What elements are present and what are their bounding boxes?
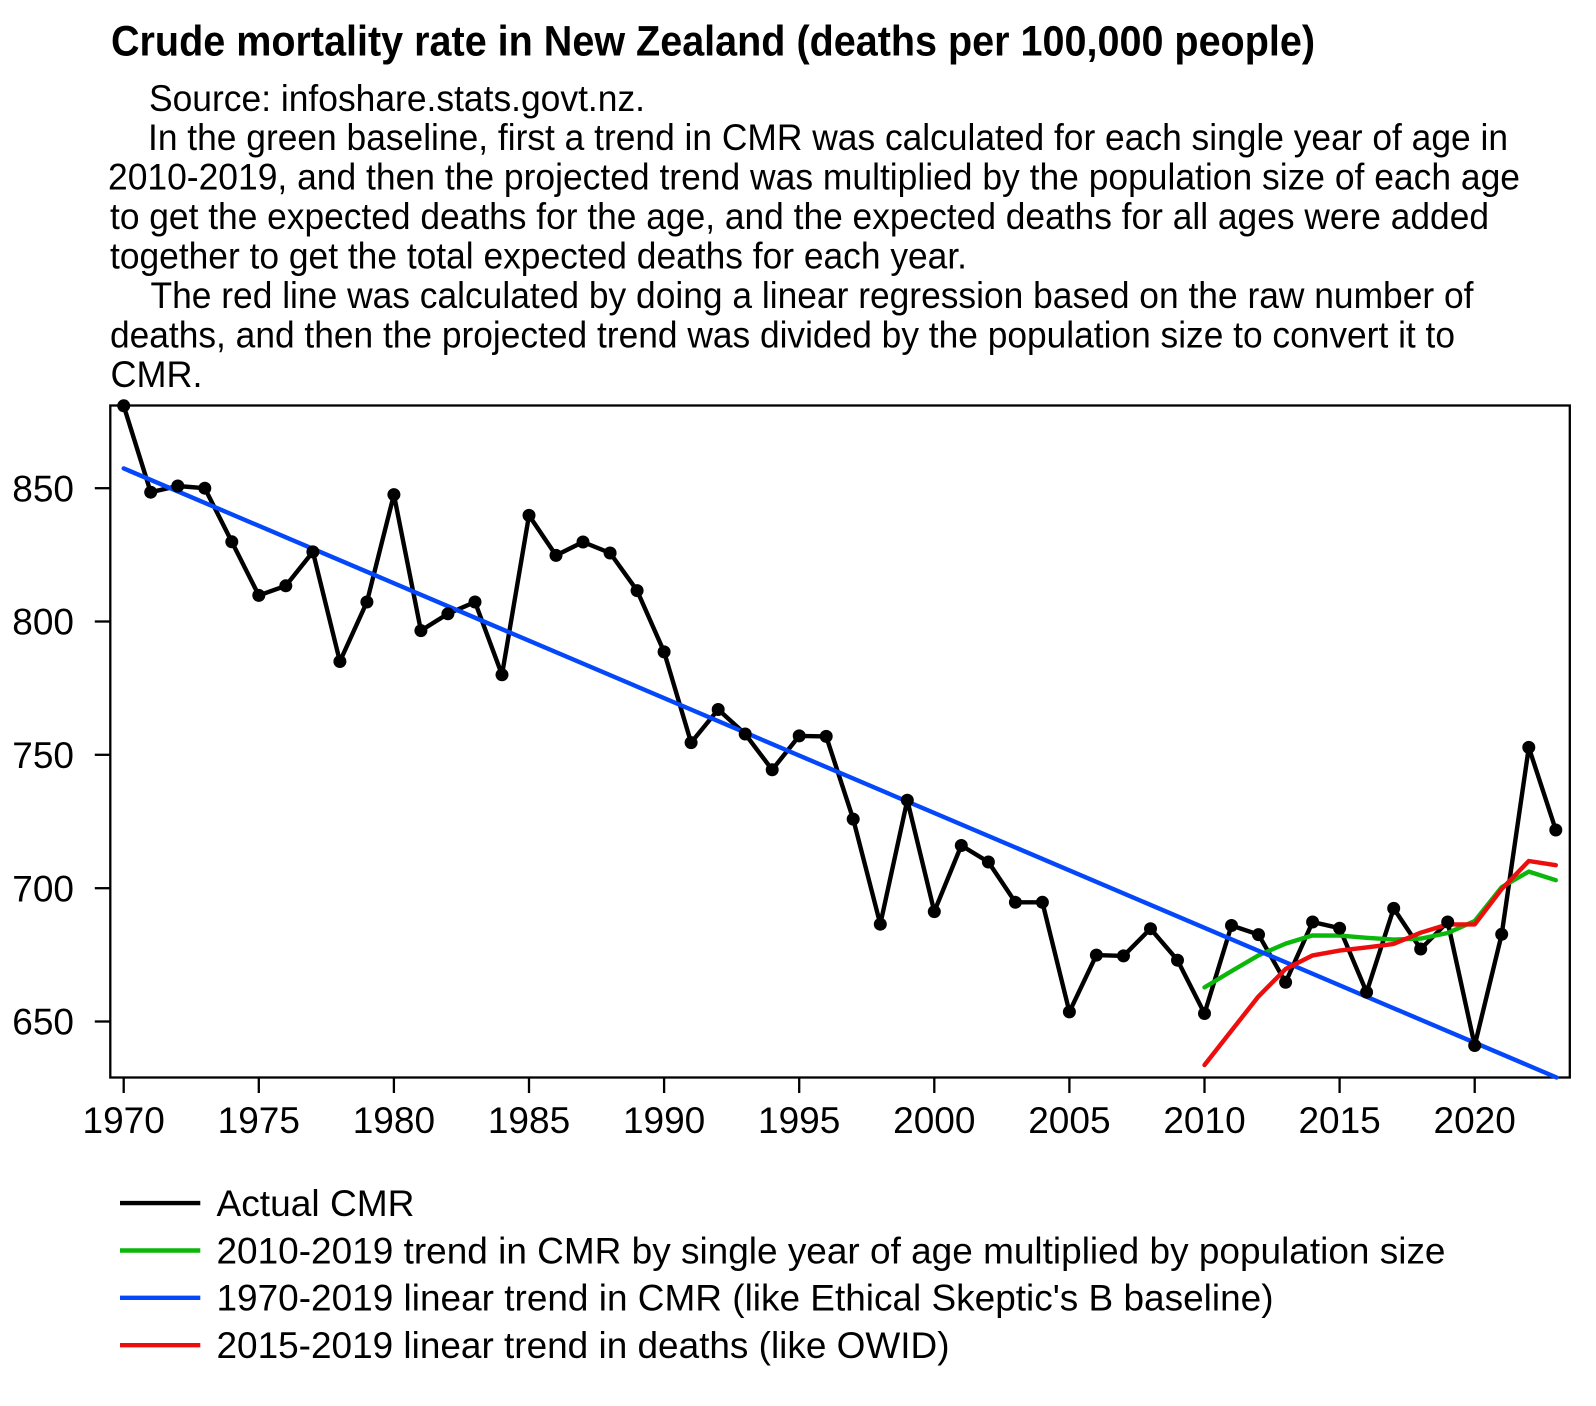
svg-text:to get the expected deaths for: to get the expected deaths for the age, … — [110, 196, 1489, 237]
svg-text:700: 700 — [12, 868, 74, 909]
svg-text:2015: 2015 — [1298, 1100, 1380, 1141]
svg-text:Source: infoshare.stats.govt.n: Source: infoshare.stats.govt.nz. — [149, 78, 645, 119]
svg-text:1995: 1995 — [758, 1100, 840, 1141]
svg-text:1975: 1975 — [218, 1100, 300, 1141]
svg-text:1980: 1980 — [353, 1100, 435, 1141]
svg-text:1970-2019 linear trend in CMR: 1970-2019 linear trend in CMR (like Ethi… — [217, 1278, 1274, 1319]
svg-text:800: 800 — [12, 602, 74, 643]
svg-text:together to get the total expe: together to get the total expected death… — [110, 236, 967, 277]
svg-text:2010-2019, and then the projec: 2010-2019, and then the projected trend … — [108, 157, 1520, 198]
svg-text:1970: 1970 — [83, 1100, 165, 1141]
svg-text:750: 750 — [12, 735, 74, 776]
svg-text:In the green baseline, first a: In the green baseline, first a trend in … — [148, 117, 1508, 158]
svg-text:2005: 2005 — [1028, 1100, 1110, 1141]
svg-text:2010-2019 trend in CMR by sing: 2010-2019 trend in CMR by single year of… — [217, 1230, 1446, 1271]
svg-text:2010: 2010 — [1163, 1100, 1245, 1141]
svg-text:Actual CMR: Actual CMR — [217, 1183, 415, 1224]
svg-text:1985: 1985 — [488, 1100, 570, 1141]
svg-text:650: 650 — [12, 1002, 74, 1043]
svg-text:The red line was calculated by: The red line was calculated by doing a l… — [151, 275, 1475, 316]
svg-text:2000: 2000 — [893, 1100, 975, 1141]
svg-text:2020: 2020 — [1434, 1100, 1516, 1141]
svg-text:2015-2019 linear trend in deat: 2015-2019 linear trend in deaths (like O… — [217, 1325, 950, 1366]
svg-text:CMR.: CMR. — [111, 354, 203, 395]
svg-text:850: 850 — [12, 468, 74, 509]
svg-text:1990: 1990 — [623, 1100, 705, 1141]
svg-text:Crude mortality rate in New Ze: Crude mortality rate in New Zealand (dea… — [111, 18, 1315, 65]
svg-text:deaths, and then the projected: deaths, and then the projected trend was… — [110, 315, 1455, 356]
